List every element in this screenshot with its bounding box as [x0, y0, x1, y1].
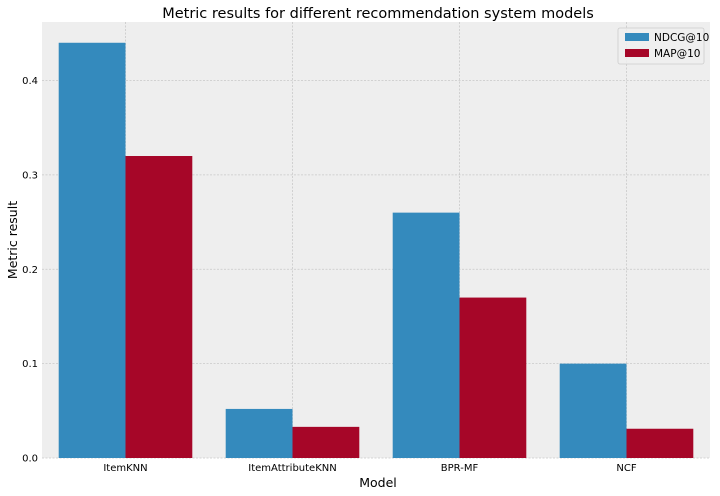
- bar-map-10-bpr-mf: [459, 297, 527, 458]
- bar-ndcg-10-itemattributeknn: [225, 408, 293, 458]
- y-tick-label: 0.3: [22, 170, 38, 181]
- tick-labels: 0.0 0.1 0.2 0.3 0.4 ItemKNN ItemAttributeKNN BP…: [22, 76, 637, 474]
- bar-map-10-itemknn: [125, 156, 193, 458]
- y-tick-label: 0.4: [22, 76, 38, 87]
- legend-label-ndcg: NDCG@10: [654, 32, 709, 44]
- bar-ndcg-10-bpr-mf: [392, 212, 460, 458]
- x-tick-label: ItemAttributeKNN: [248, 463, 336, 474]
- chart-title: Metric results for different recommendat…: [162, 6, 594, 22]
- bar-map-10-ncf: [626, 428, 694, 458]
- bar-ndcg-10-ncf: [559, 363, 627, 458]
- x-axis-label: Model: [359, 475, 397, 490]
- x-tick-label: NCF: [616, 463, 636, 474]
- bar-map-10-itemattributeknn: [292, 426, 360, 458]
- y-axis-label: Metric result: [5, 201, 20, 279]
- legend-swatch-map: [625, 49, 649, 57]
- bar-ndcg-10-itemknn: [58, 42, 126, 459]
- bars: [58, 42, 694, 459]
- x-tick-label: ItemKNN: [103, 463, 147, 474]
- legend-swatch-ndcg: [625, 33, 649, 41]
- y-tick-label: 0.2: [22, 265, 38, 276]
- y-tick-label: 0.0: [22, 454, 38, 465]
- legend-label-map: MAP@10: [654, 48, 700, 60]
- legend: NDCG@10 MAP@10: [617, 27, 709, 65]
- y-tick-label: 0.1: [22, 359, 38, 370]
- x-tick-label: BPR-MF: [441, 463, 479, 474]
